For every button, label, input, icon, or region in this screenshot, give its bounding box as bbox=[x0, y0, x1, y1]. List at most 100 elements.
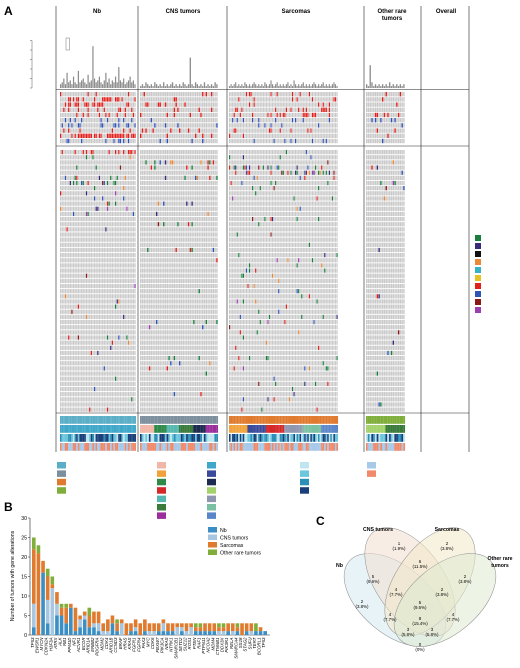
chrom-cell bbox=[385, 128, 387, 133]
chrom-cell bbox=[89, 112, 91, 118]
chrom-cell bbox=[281, 107, 283, 112]
chrom-cell bbox=[235, 112, 237, 118]
gene-cell bbox=[79, 160, 81, 165]
gene-cell bbox=[261, 222, 263, 227]
gene-cell bbox=[155, 186, 158, 191]
mutation-bar bbox=[322, 82, 324, 88]
mutation-bar bbox=[308, 84, 310, 88]
chrom-cell bbox=[119, 107, 122, 112]
chrom-cell bbox=[239, 118, 241, 123]
gene-cell bbox=[85, 175, 88, 180]
chrom-cell bbox=[102, 107, 104, 112]
chrom-cell bbox=[126, 102, 128, 107]
gene-cell bbox=[182, 186, 184, 191]
gene-cell bbox=[232, 222, 234, 227]
group-name-4: Overall bbox=[436, 9, 457, 15]
chrom-cell bbox=[282, 112, 284, 118]
gene-cell bbox=[124, 150, 126, 155]
gene-cell bbox=[230, 180, 232, 186]
gene-cell bbox=[105, 222, 107, 227]
chrom-cell bbox=[319, 112, 321, 118]
gene-cell bbox=[245, 211, 248, 217]
gene-cell bbox=[265, 222, 268, 227]
chrom-cell bbox=[198, 107, 200, 112]
gene-cell bbox=[81, 155, 83, 160]
gene-cell bbox=[296, 170, 298, 175]
gene-cell bbox=[367, 170, 370, 175]
chrom-cell bbox=[71, 107, 73, 112]
mutation-bar bbox=[245, 84, 248, 88]
chrom-cell bbox=[95, 107, 97, 112]
gene-cell bbox=[268, 196, 271, 201]
gene-cell bbox=[106, 196, 109, 201]
gene-cell bbox=[186, 180, 188, 186]
chrom-cell bbox=[200, 92, 202, 97]
chrom-cell bbox=[140, 102, 142, 107]
gene-cell bbox=[148, 180, 151, 186]
mutation-bar bbox=[79, 82, 81, 88]
chrom-cell bbox=[389, 133, 391, 138]
gene-cell bbox=[207, 150, 209, 155]
gene-cell bbox=[186, 201, 188, 206]
gene-cell bbox=[103, 196, 105, 201]
chrom-cell bbox=[322, 112, 324, 118]
gene-cell bbox=[265, 211, 268, 217]
chrom-cell bbox=[336, 133, 338, 138]
chrom-cell bbox=[71, 112, 73, 118]
gene-cell bbox=[308, 170, 311, 175]
chrom-cell bbox=[242, 112, 245, 118]
chrom-cell bbox=[141, 123, 144, 128]
gene-cell bbox=[126, 165, 128, 170]
gene-cell bbox=[180, 201, 183, 206]
gene-cell bbox=[302, 211, 304, 217]
gene-cell bbox=[123, 211, 125, 217]
chrom-cell bbox=[177, 92, 179, 97]
gene-cell bbox=[147, 216, 149, 222]
chrom-cell bbox=[148, 97, 151, 102]
panel-letter-a: A bbox=[4, 4, 13, 18]
gene-cell bbox=[74, 222, 76, 227]
gene-cell bbox=[284, 206, 286, 211]
gene-cell bbox=[207, 222, 209, 227]
chrom-cell bbox=[330, 123, 332, 128]
gene-cell bbox=[196, 170, 199, 175]
chrom-cell bbox=[238, 107, 240, 112]
gene-cell bbox=[193, 160, 195, 165]
gene-cell bbox=[205, 180, 208, 186]
gene-cell bbox=[205, 211, 208, 217]
chrom-cell bbox=[253, 128, 255, 133]
gene-cell bbox=[389, 191, 391, 196]
gene-cell bbox=[187, 201, 190, 206]
gene-cell bbox=[242, 150, 245, 155]
chrom-cell bbox=[394, 128, 396, 133]
chrom-cell bbox=[390, 112, 393, 118]
chrom-cell bbox=[232, 112, 234, 118]
chrom-cell bbox=[123, 118, 125, 123]
gene-cell bbox=[331, 196, 334, 201]
chrom-cell bbox=[273, 138, 275, 144]
chrom-cell bbox=[271, 138, 274, 144]
chrom-cell bbox=[159, 118, 161, 123]
gene-cell bbox=[152, 201, 154, 206]
chrom-cell bbox=[310, 123, 312, 128]
gene-cell bbox=[159, 170, 161, 175]
chrom-cell bbox=[148, 128, 151, 133]
chrom-cell bbox=[61, 107, 63, 112]
chrom-cell bbox=[288, 128, 291, 133]
chrom-cell bbox=[198, 123, 200, 128]
chrom-cell bbox=[82, 92, 84, 97]
gene-cell bbox=[85, 211, 88, 217]
chrom-cell bbox=[210, 112, 213, 118]
gene-cell bbox=[74, 206, 76, 211]
chrom-cell bbox=[275, 128, 277, 133]
mutation-bar bbox=[196, 84, 199, 88]
chrom-cell bbox=[321, 97, 323, 102]
gene-cell bbox=[288, 191, 291, 196]
chrom-cell bbox=[152, 123, 154, 128]
gene-cell bbox=[242, 160, 245, 165]
gene-cell bbox=[331, 180, 334, 186]
chrom-cell bbox=[232, 107, 234, 112]
chrom-cell bbox=[241, 133, 243, 138]
gene-cell bbox=[248, 191, 251, 196]
chrom-cell bbox=[310, 133, 312, 138]
